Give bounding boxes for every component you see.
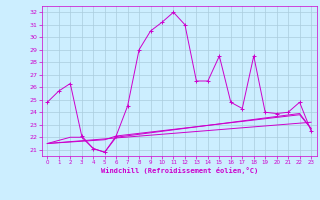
X-axis label: Windchill (Refroidissement éolien,°C): Windchill (Refroidissement éolien,°C) [100, 167, 258, 174]
